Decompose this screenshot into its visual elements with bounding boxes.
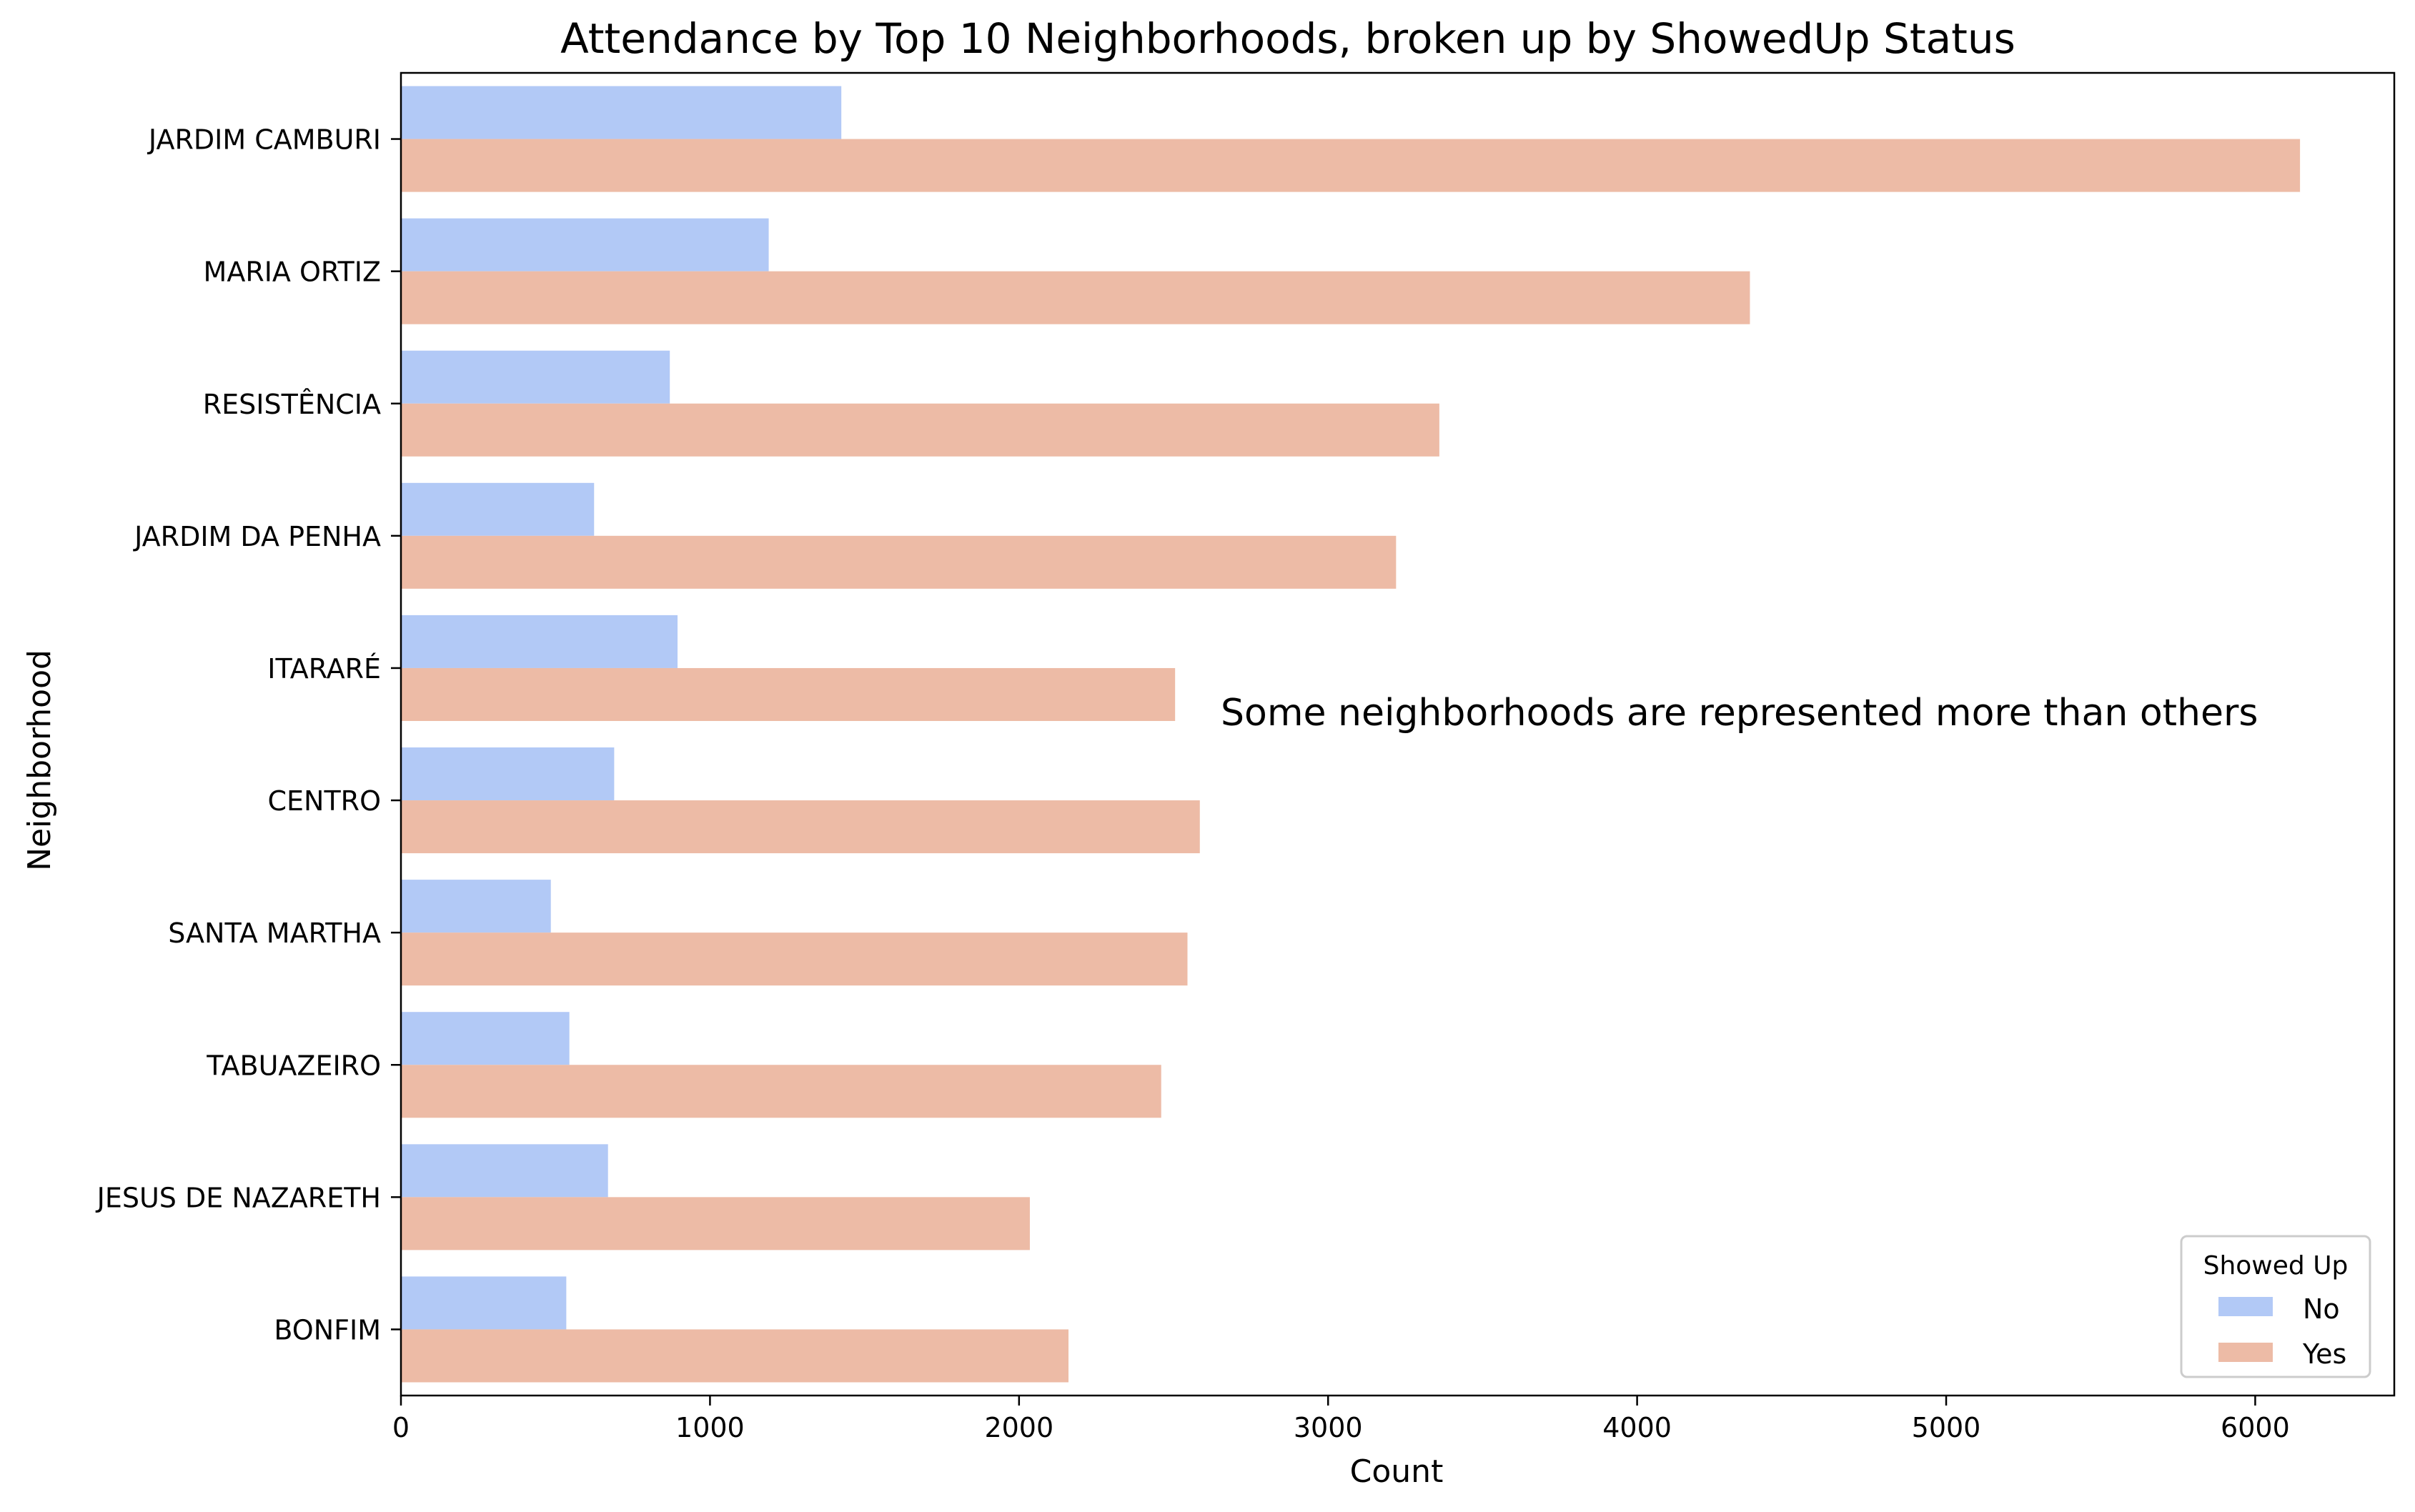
legend-label-no: No [2303, 1293, 2340, 1325]
chart-title: Attendance by Top 10 Neighborhoods, brok… [560, 14, 2015, 63]
bar-no-itarar- [401, 615, 678, 668]
plot-area: JARDIM CAMBURI MARIA ORTIZ RESISTÊNCIA JARD… [96, 71, 2396, 1443]
chart-annotation: Some neighborhoods are represented more … [1221, 692, 2258, 735]
bar-no-centro [401, 747, 615, 801]
y-tick-label: ITARARÉ [267, 653, 381, 685]
legend-swatch-yes [2218, 1343, 2273, 1362]
legend-title: Showed Up [2203, 1251, 2349, 1280]
plot-frame [400, 71, 2396, 1397]
legend-label-yes: Yes [2302, 1338, 2346, 1370]
bar-no-jesus-de-nazareth [401, 1144, 608, 1198]
bar-no-bonfim [401, 1276, 567, 1330]
x-tick-label: 2000 [984, 1412, 1053, 1443]
legend-frame [2180, 1235, 2371, 1378]
bar-no-maria-ortiz [401, 218, 769, 272]
y-tick-label: JESUS DE NAZARETH [96, 1182, 381, 1213]
bar-yes-jardim-camburi [401, 139, 2301, 192]
x-tick-label: 1000 [675, 1412, 745, 1443]
bar-yes-santa-martha [401, 932, 1188, 986]
bar-no-jardim-camburi [401, 86, 842, 139]
bar-yes-bonfim [401, 1329, 1068, 1383]
y-axis-label: Neighborhood [21, 650, 58, 871]
y-tick-label: BONFIM [274, 1314, 381, 1346]
y-tick-label: SANTA MARTHA [168, 917, 381, 949]
y-tick-label: RESISTÊNCIA [203, 389, 381, 420]
x-tick-label: 3000 [1294, 1412, 1363, 1443]
x-tick-label: 4000 [1602, 1412, 1672, 1443]
y-tick-label: MARIA ORTIZ [204, 257, 381, 288]
x-axis-label: Count [1350, 1453, 1444, 1490]
bar-no-santa-martha [401, 880, 551, 933]
bar-no-jardim-da-penha [401, 482, 595, 536]
bar-yes-itarar- [401, 667, 1176, 721]
bar-yes-jesus-de-nazareth [401, 1197, 1030, 1250]
y-tick-label: JARDIM CAMBURI [147, 124, 381, 156]
x-tick-label: 6000 [2221, 1412, 2290, 1443]
bar-yes-resist-ncia [401, 403, 1439, 457]
x-tick-label: 5000 [1912, 1412, 1981, 1443]
y-tick-label: JARDIM DA PENHA [133, 521, 381, 552]
bar-no-tabuazeiro [401, 1012, 570, 1065]
bar-yes-maria-ortiz [401, 271, 1750, 324]
legend: Showed Up No Yes [2180, 1235, 2371, 1378]
y-tick-label: CENTRO [268, 785, 382, 817]
bar-yes-tabuazeiro [401, 1065, 1161, 1118]
y-tick-label: TABUAZEIRO [206, 1050, 381, 1081]
bar-yes-jardim-da-penha [401, 535, 1397, 589]
bar-no-resist-ncia [401, 350, 670, 404]
bar-yes-centro [401, 800, 1200, 854]
x-tick-label: 0 [392, 1412, 410, 1443]
legend-swatch-no [2218, 1297, 2273, 1316]
